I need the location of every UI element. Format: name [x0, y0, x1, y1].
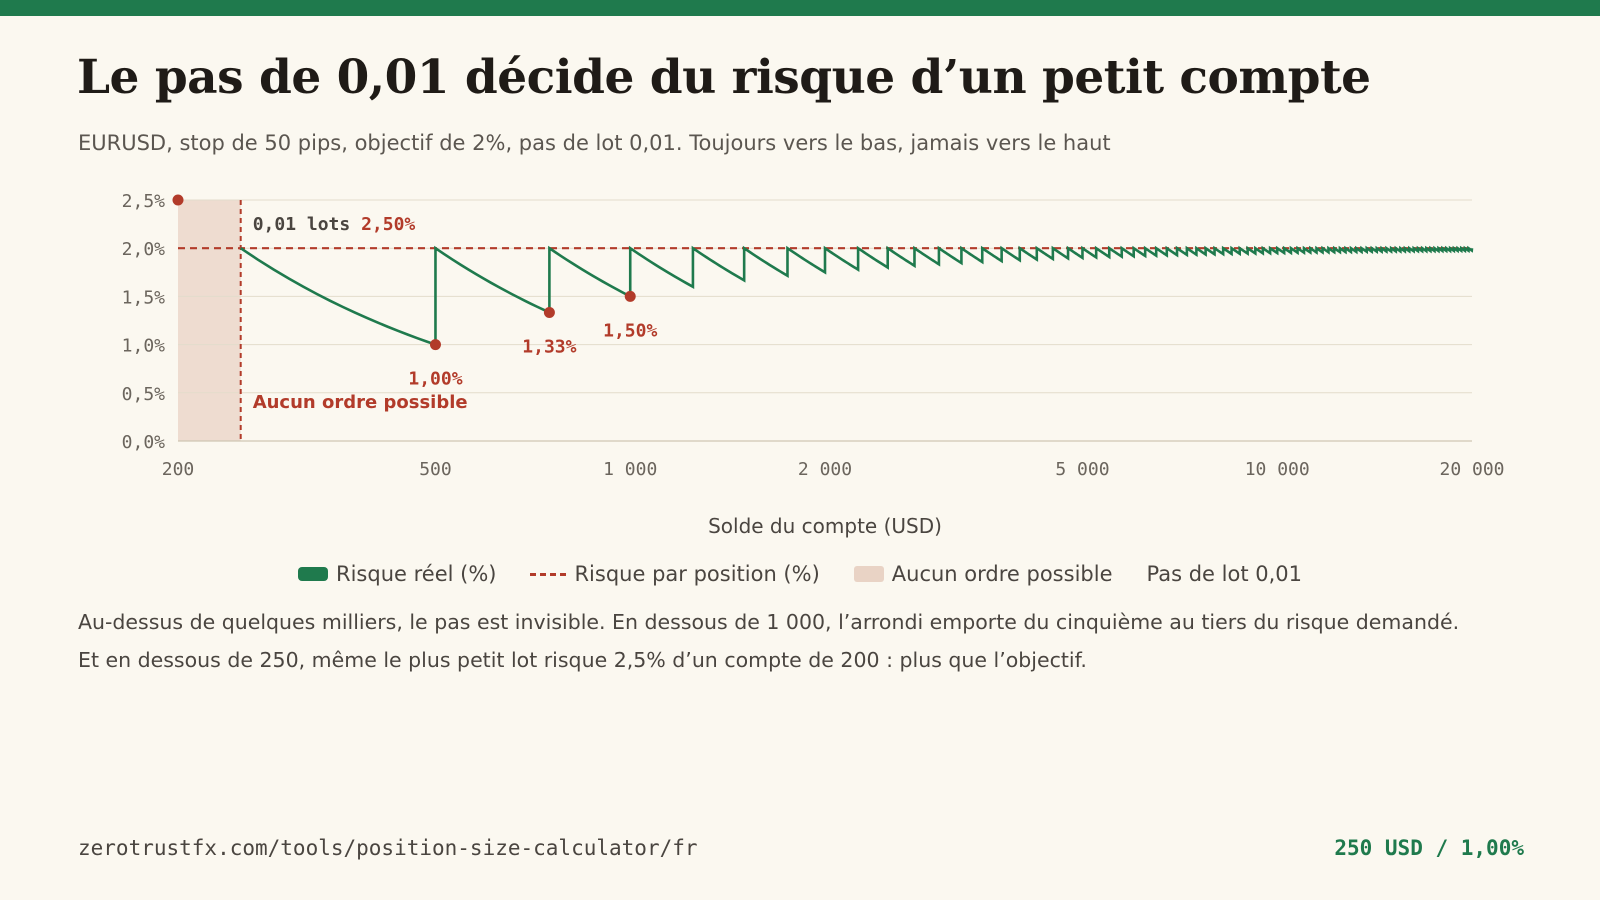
x-tick-label: 10 000 — [1245, 459, 1310, 480]
min-lot-prefix: 0,01 lots — [253, 214, 361, 235]
y-tick-label: 2,0% — [122, 239, 166, 260]
data-point — [172, 194, 184, 206]
top-accent-bar — [0, 0, 1600, 16]
x-axis-title: Solde du compte (USD) — [708, 514, 942, 538]
data-point — [624, 290, 636, 302]
chart-legend: Risque réel (%) Risque par position (%) … — [0, 562, 1600, 586]
legend-swatch-actual-risk — [298, 567, 328, 581]
no-order-zone — [178, 200, 241, 441]
legend-item-lot-step: Pas de lot 0,01 — [1147, 562, 1302, 586]
footer-stat: 250 USD / 1,00% — [1334, 836, 1524, 860]
legend-label-actual-risk: Risque réel (%) — [336, 562, 497, 586]
x-tick-label: 500 — [419, 459, 452, 480]
x-tick-label: 20 000 — [1439, 459, 1504, 480]
data-point — [429, 339, 441, 351]
footer-url: zerotrustfx.com/tools/position-size-calc… — [78, 836, 698, 860]
note-line-2: Et en dessous de 250, même le plus petit… — [78, 648, 1087, 672]
legend-item-no-order-zone: Aucun ordre possible — [853, 562, 1113, 586]
legend-label-lot-step: Pas de lot 0,01 — [1146, 562, 1302, 586]
x-tick-label: 1 000 — [603, 459, 657, 480]
min-lot-annotation: 0,01 lots 2,50% — [253, 214, 416, 235]
legend-item-actual-risk: Risque réel (%) — [298, 562, 496, 586]
y-tick-label: 0,0% — [122, 432, 166, 453]
note-line-1: Au-dessus de quelques milliers, le pas e… — [78, 610, 1460, 634]
data-point — [543, 306, 555, 318]
legend-swatch-no-order-zone — [853, 566, 884, 582]
x-tick-label: 200 — [162, 459, 195, 480]
legend-label-target-risk: Risque par position (%) — [574, 562, 820, 586]
legend-item-target-risk: Risque par position (%) — [530, 562, 820, 586]
page-subtitle: EURUSD, stop de 50 pips, objectif de 2%,… — [78, 131, 1111, 155]
y-tick-label: 0,5% — [122, 384, 166, 405]
y-tick-label: 1,5% — [122, 287, 166, 308]
x-tick-label: 5 000 — [1055, 459, 1109, 480]
min-lot-value: 2,50% — [361, 214, 415, 235]
page-title: Le pas de 0,01 décide du risque d’un pet… — [77, 50, 1371, 105]
data-point-label: 1,00% — [408, 369, 462, 390]
actual-risk-line — [239, 245, 1474, 347]
data-point-label: 1,50% — [603, 320, 657, 341]
y-tick-label: 1,0% — [122, 336, 166, 357]
risk-chart: 0,0% 0,5% 1,0% 1,5% 2,0% 2,5% 200 500 1 000 2 000… — [122, 191, 1505, 538]
x-tick-label: 2 000 — [798, 459, 852, 480]
data-point-label: 1,33% — [522, 336, 576, 357]
legend-swatch-target-risk — [530, 572, 567, 576]
legend-label-no-order-zone: Aucun ordre possible — [891, 562, 1113, 586]
no-order-zone-label: Aucun ordre possible — [253, 392, 468, 413]
y-tick-label: 2,5% — [122, 191, 166, 212]
